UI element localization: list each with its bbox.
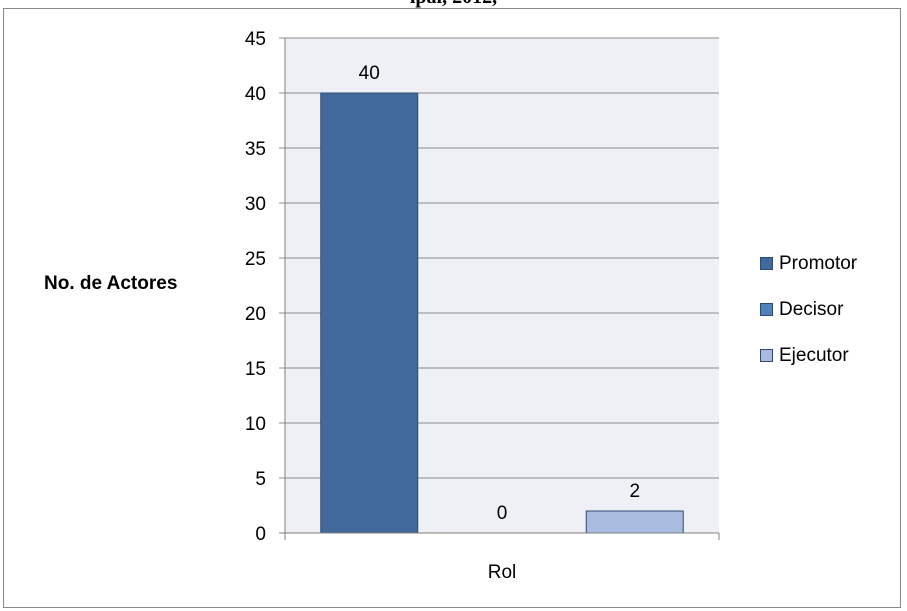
y-tick-label: 20 xyxy=(245,304,266,325)
legend: Promotor Decisor Ejecutor xyxy=(760,252,857,390)
data-labels: 40 0 2 xyxy=(359,63,640,524)
y-tick-labels: 0 5 10 15 20 25 30 35 40 45 xyxy=(245,29,266,545)
y-tick-label: 35 xyxy=(245,139,266,160)
bars xyxy=(320,92,684,534)
y-tick-label: 45 xyxy=(245,29,266,50)
x-axis-label: Rol xyxy=(488,562,517,583)
bar-ejecutor xyxy=(585,510,684,534)
legend-swatch xyxy=(760,257,773,270)
legend-swatch xyxy=(760,303,773,316)
y-tick-label: 30 xyxy=(245,194,266,215)
legend-label: Promotor xyxy=(779,252,858,274)
legend-item-ejecutor: Ejecutor xyxy=(760,344,857,367)
data-label-ejecutor: 2 xyxy=(629,481,640,502)
data-label-decisor: 0 xyxy=(497,503,508,524)
data-label-promotor: 40 xyxy=(359,63,380,84)
legend-label: Decisor xyxy=(779,298,844,320)
y-tick-label: 40 xyxy=(245,84,266,105)
y-tick-label: 15 xyxy=(245,359,266,380)
axes xyxy=(284,38,720,540)
cut-off-header-text: ipal, 2012, xyxy=(0,0,907,9)
legend-item-promotor: Promotor xyxy=(760,252,857,275)
y-tick-label: 25 xyxy=(245,249,266,270)
legend-item-decisor: Decisor xyxy=(760,298,857,321)
y-tick-label: 5 xyxy=(255,469,266,490)
bar-promotor xyxy=(320,92,419,534)
y-axis-label: No. de Actores xyxy=(44,273,178,294)
y-tick-label: 10 xyxy=(245,414,266,435)
y-tick-label: 0 xyxy=(255,524,266,545)
legend-label: Ejecutor xyxy=(779,344,849,366)
legend-swatch xyxy=(760,349,773,362)
